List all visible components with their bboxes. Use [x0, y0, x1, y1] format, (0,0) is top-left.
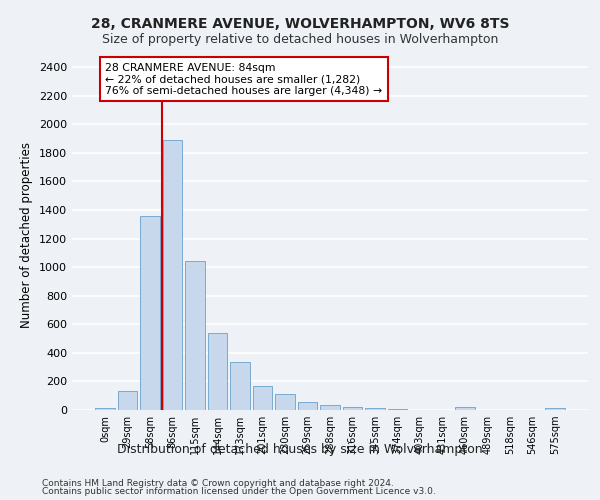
Text: Contains HM Land Registry data © Crown copyright and database right 2024.: Contains HM Land Registry data © Crown c… — [42, 478, 394, 488]
Bar — [365, 408, 385, 410]
Text: 28 CRANMERE AVENUE: 84sqm
← 22% of detached houses are smaller (1,282)
76% of se: 28 CRANMERE AVENUE: 84sqm ← 22% of detac… — [105, 63, 382, 96]
Bar — [455, 407, 475, 410]
Y-axis label: Number of detached properties: Number of detached properties — [20, 142, 34, 328]
Bar — [320, 405, 340, 410]
Bar — [298, 402, 317, 410]
Text: Size of property relative to detached houses in Wolverhampton: Size of property relative to detached ho… — [102, 32, 498, 46]
Bar — [208, 333, 227, 410]
Bar — [140, 216, 160, 410]
Bar — [545, 408, 565, 410]
Text: 28, CRANMERE AVENUE, WOLVERHAMPTON, WV6 8TS: 28, CRANMERE AVENUE, WOLVERHAMPTON, WV6 … — [91, 18, 509, 32]
Bar — [163, 140, 182, 410]
Text: Distribution of detached houses by size in Wolverhampton: Distribution of detached houses by size … — [117, 442, 483, 456]
Text: Contains public sector information licensed under the Open Government Licence v3: Contains public sector information licen… — [42, 487, 436, 496]
Bar — [253, 386, 272, 410]
Bar — [230, 362, 250, 410]
Bar — [275, 394, 295, 410]
Bar — [185, 262, 205, 410]
Bar — [95, 408, 115, 410]
Bar — [118, 390, 137, 410]
Bar — [343, 407, 362, 410]
